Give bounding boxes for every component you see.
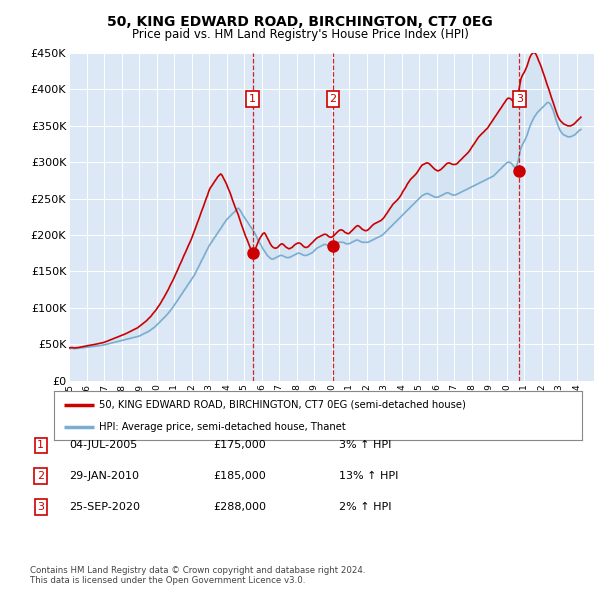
Text: 2: 2 bbox=[37, 471, 44, 481]
Text: £185,000: £185,000 bbox=[213, 471, 266, 481]
Text: 2% ↑ HPI: 2% ↑ HPI bbox=[339, 502, 391, 512]
Text: Contains HM Land Registry data © Crown copyright and database right 2024.
This d: Contains HM Land Registry data © Crown c… bbox=[30, 566, 365, 585]
Text: 3: 3 bbox=[516, 94, 523, 104]
Text: 25-SEP-2020: 25-SEP-2020 bbox=[69, 502, 140, 512]
Text: 50, KING EDWARD ROAD, BIRCHINGTON, CT7 0EG: 50, KING EDWARD ROAD, BIRCHINGTON, CT7 0… bbox=[107, 15, 493, 29]
Text: 1: 1 bbox=[37, 441, 44, 450]
Text: Price paid vs. HM Land Registry's House Price Index (HPI): Price paid vs. HM Land Registry's House … bbox=[131, 28, 469, 41]
Text: 13% ↑ HPI: 13% ↑ HPI bbox=[339, 471, 398, 481]
Text: 3% ↑ HPI: 3% ↑ HPI bbox=[339, 441, 391, 450]
Text: 2: 2 bbox=[329, 94, 337, 104]
Text: 04-JUL-2005: 04-JUL-2005 bbox=[69, 441, 137, 450]
Text: 50, KING EDWARD ROAD, BIRCHINGTON, CT7 0EG (semi-detached house): 50, KING EDWARD ROAD, BIRCHINGTON, CT7 0… bbox=[99, 399, 466, 409]
Text: £175,000: £175,000 bbox=[213, 441, 266, 450]
Text: 29-JAN-2010: 29-JAN-2010 bbox=[69, 471, 139, 481]
Text: £288,000: £288,000 bbox=[213, 502, 266, 512]
Text: 1: 1 bbox=[249, 94, 256, 104]
Text: 3: 3 bbox=[37, 502, 44, 512]
Text: HPI: Average price, semi-detached house, Thanet: HPI: Average price, semi-detached house,… bbox=[99, 422, 346, 432]
